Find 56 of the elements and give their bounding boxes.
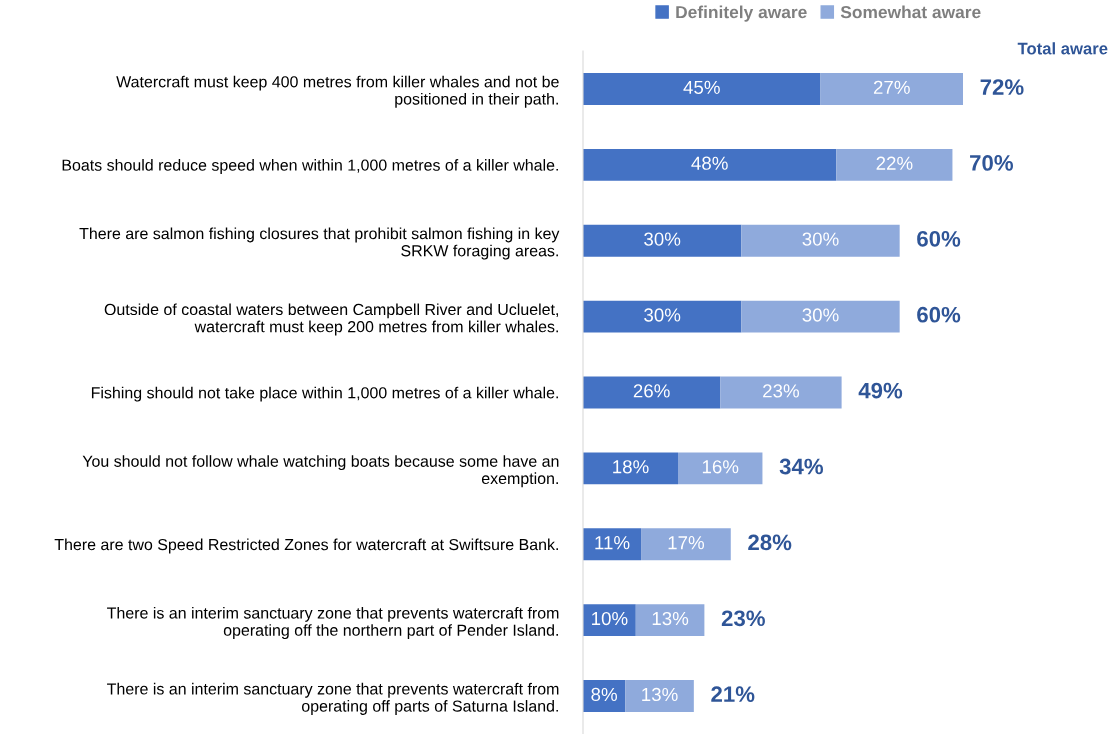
- y-tick-label: Fishing should not take place within 1,000 metres of a killer whale.: [91, 386, 558, 402]
- data-label: 30%: [802, 232, 839, 246]
- total-label: 49%: [858, 382, 903, 399]
- total-label: 70%: [970, 155, 1013, 171]
- y-tick-label: Watercraft must keep 400 metres from killer whales and not be positioned in their path.: [116, 75, 559, 108]
- data-label: 23%: [763, 384, 800, 398]
- bar: [625, 680, 694, 712]
- y-tick-label: There are salmon fishing closures that prohibit salmon fishing in key SRKW foraging areas.: [79, 227, 560, 260]
- bar: [583, 376, 721, 409]
- y-tick-label: Outside of coastal waters between Campbell River and Ucluelet, watercraft must keep 200 metres from killer whales.: [104, 303, 558, 336]
- bar: [583, 300, 742, 333]
- bar: [583, 452, 678, 485]
- total-label: 23%: [721, 610, 765, 627]
- bar: [583, 73, 821, 105]
- total-label: 34%: [779, 458, 823, 475]
- y-tick-label: There are two Speed Restricted Zones for watercraft at Swiftsure Bank.: [54, 538, 558, 554]
- bar: [583, 224, 742, 257]
- data-label: 27%: [873, 80, 910, 94]
- total-label: 72%: [980, 79, 1024, 95]
- data-label: 16%: [702, 460, 739, 474]
- y-tick-label: Boats should reduce speed when within 1,000 metres of a killer whale.: [62, 159, 558, 174]
- data-label: 45%: [683, 80, 720, 94]
- bar: [820, 73, 963, 105]
- data-label: 30%: [644, 308, 681, 322]
- data-label: 48%: [691, 156, 728, 170]
- data-label: 18%: [613, 460, 649, 474]
- text: Total aware: [1017, 42, 1108, 55]
- bar: [678, 452, 763, 485]
- data-label: 30%: [644, 232, 681, 246]
- bar: [720, 376, 842, 409]
- legend-label: Somewhat aware: [840, 5, 981, 19]
- total-label: 60%: [917, 306, 961, 323]
- bar: [583, 604, 636, 637]
- data-label: 8%: [591, 687, 617, 702]
- legend-label: Definitely aware: [676, 5, 807, 22]
- total-label: 28%: [748, 534, 792, 551]
- bar: [583, 148, 837, 181]
- bar: [635, 604, 705, 637]
- total-label: 60%: [917, 230, 961, 247]
- data-label: 13%: [652, 611, 689, 626]
- y-tick-label: There is an interim sanctuary zone that prevents watercraft from operating off parts of Saturna Island.: [107, 682, 559, 715]
- data-label: 17%: [668, 536, 705, 550]
- data-label: 22%: [876, 156, 913, 170]
- data-label: 13%: [642, 687, 678, 702]
- bar: [583, 528, 642, 561]
- total-label: 21%: [711, 686, 755, 702]
- data-label: 11%: [595, 536, 630, 550]
- y-tick-label: There is an interim sanctuary zone that prevents watercraft from operating off the northern part of Pender Island.: [107, 606, 559, 640]
- bar: [741, 224, 900, 257]
- bar: [836, 148, 953, 181]
- bar: [741, 300, 900, 333]
- data-label: 26%: [633, 384, 670, 398]
- bar: [641, 528, 731, 561]
- data-label: 10%: [592, 611, 628, 626]
- data-label: 30%: [802, 308, 839, 322]
- y-tick-label: You should not follow whale watching boats because some have an exemption.: [82, 455, 559, 488]
